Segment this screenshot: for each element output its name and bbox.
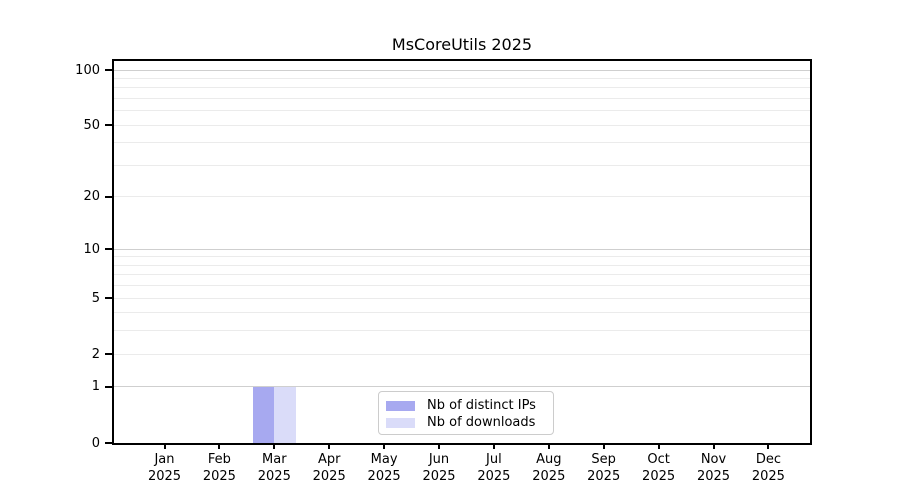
y-tick-label: 20 (83, 189, 100, 205)
x-tick-label: Jan 2025 (147, 452, 182, 484)
x-tick-label: Mar 2025 (257, 452, 291, 484)
gridline (114, 386, 810, 388)
y-tick-mark (105, 124, 112, 127)
x-tick-mark (547, 443, 550, 449)
gridline (114, 297, 810, 299)
y-tick-label: 0 (91, 435, 100, 451)
x-tick-label: Sep 2025 (587, 452, 621, 484)
x-tick-label: Nov 2025 (696, 452, 731, 484)
x-tick-label: Apr 2025 (312, 452, 346, 484)
legend: Nb of distinct IPs Nb of downloads (378, 391, 554, 435)
y-tick-label: 100 (75, 62, 100, 78)
gridline (114, 164, 810, 166)
x-tick-mark (163, 443, 166, 449)
x-tick-mark (657, 443, 660, 449)
y-tick-mark (105, 297, 112, 300)
bar-nb-of-downloads (274, 386, 296, 443)
x-tick-mark (383, 443, 386, 449)
gridline (114, 248, 810, 250)
x-tick-label: Oct 2025 (642, 452, 676, 484)
gridline (114, 312, 810, 314)
x-tick-mark (492, 443, 495, 449)
x-tick-mark (712, 443, 715, 449)
gridline (114, 330, 810, 332)
gridline (114, 256, 810, 258)
gridline (114, 196, 810, 198)
y-tick-label: 5 (91, 290, 100, 306)
x-tick-mark (328, 443, 331, 449)
y-tick-label: 1 (91, 379, 100, 395)
legend-swatch-downloads-icon (386, 417, 415, 428)
y-tick-mark (105, 195, 112, 198)
chart-title: MsCoreUtils 2025 (391, 35, 533, 54)
gridline (114, 110, 810, 112)
x-tick-mark (767, 443, 770, 449)
gridline (114, 124, 810, 126)
y-tick-mark (105, 353, 112, 356)
gridline (114, 264, 810, 266)
x-tick-label: Dec 2025 (751, 452, 785, 484)
x-tick-mark (438, 443, 440, 449)
y-tick-mark (105, 385, 112, 388)
gridline (114, 274, 810, 276)
bar-nb-of-distinct-ips (252, 386, 275, 443)
x-tick-mark (602, 443, 605, 449)
legend-label-downloads: Nb of downloads (427, 415, 536, 430)
y-tick-mark (105, 69, 112, 71)
x-tick-label: Aug 2025 (532, 452, 566, 484)
gridline (114, 87, 810, 89)
gridline (114, 97, 810, 99)
x-tick-label: Feb 2025 (202, 452, 236, 484)
y-tick-label: 10 (83, 241, 100, 257)
x-tick-label: May 2025 (367, 452, 401, 484)
y-tick-mark (105, 248, 112, 251)
legend-item-distinct-ips: Nb of distinct IPs (386, 397, 553, 414)
y-tick-label: 2 (91, 346, 100, 362)
gridline (114, 285, 810, 287)
gridline (114, 77, 810, 79)
x-tick-mark (218, 443, 221, 449)
plot-area: 0 1 2 5 10 20 50 100 Jan 2025 Feb 2025 Mar 2025 Apr 20… (75, 59, 812, 484)
x-tick-mark (273, 443, 276, 449)
x-tick-label: Jul 2025 (477, 452, 511, 484)
gridline (114, 142, 810, 144)
y-tick-label: 50 (83, 117, 100, 133)
gridline (114, 353, 810, 355)
legend-swatch-distinct-ips-icon (386, 400, 415, 411)
gridline (114, 69, 810, 71)
y-tick-mark (105, 442, 112, 444)
legend-item-downloads: Nb of downloads (386, 414, 553, 431)
x-tick-label: Jun 2025 (422, 452, 456, 484)
legend-label-distinct-ips: Nb of distinct IPs (427, 398, 536, 413)
